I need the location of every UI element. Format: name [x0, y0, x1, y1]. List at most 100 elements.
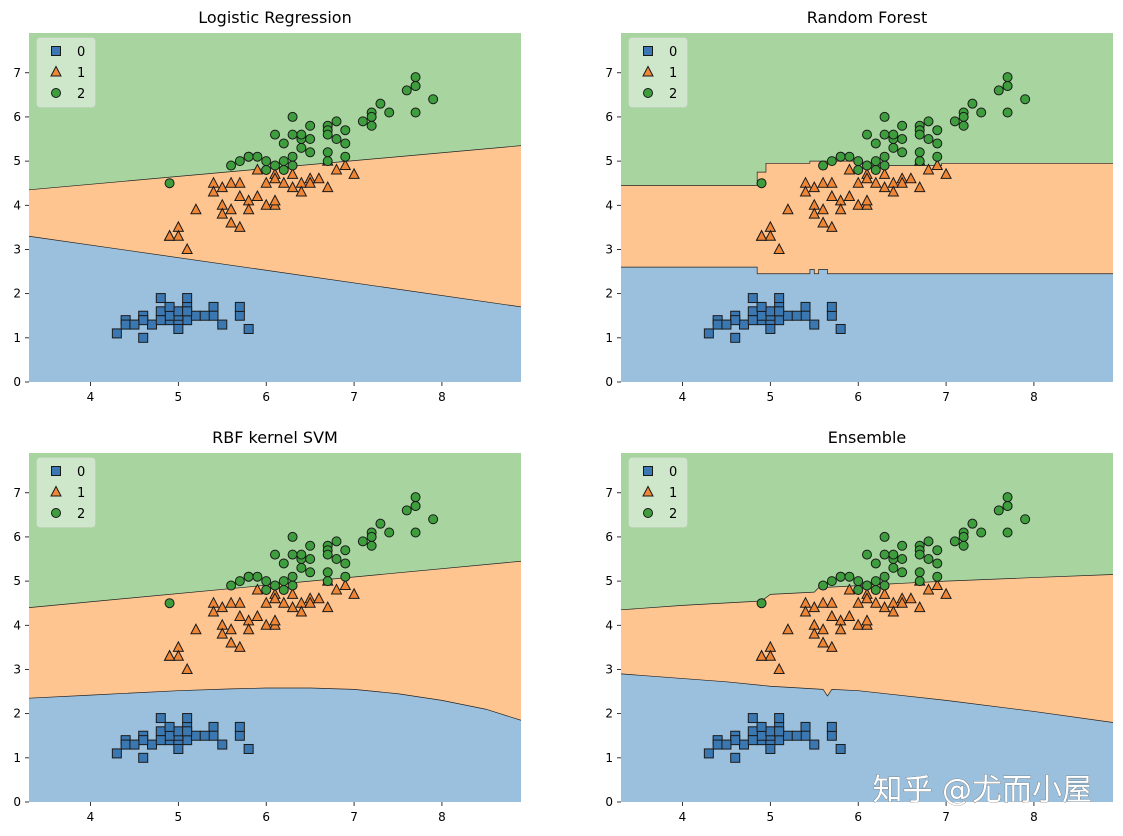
legend-box [36, 37, 96, 108]
point-class-1 [216, 601, 229, 613]
point-class-2 [410, 501, 421, 512]
point-class-2 [278, 584, 289, 595]
point-class-1 [878, 587, 891, 599]
point-class-2 [835, 151, 846, 162]
point-class-2 [897, 567, 908, 578]
point-class-2 [923, 116, 934, 127]
y-tick-label: 3 [605, 242, 613, 256]
point-class-1 [940, 587, 952, 599]
subplot-title: Ensemble [828, 428, 906, 447]
point-class-2 [914, 147, 925, 158]
point-class-0 [138, 735, 149, 746]
point-class-1 [896, 176, 908, 188]
point-class-0 [111, 328, 122, 339]
legend-label-1: 1 [669, 66, 677, 81]
y-tick-label: 0 [13, 795, 21, 809]
point-class-2 [234, 576, 245, 587]
point-class-2 [958, 111, 969, 122]
point-class-1 [225, 596, 237, 608]
x-tick-label: 6 [262, 390, 270, 404]
y-tick-label: 4 [605, 618, 613, 632]
legend-box [628, 37, 688, 108]
point-class-2 [879, 129, 890, 140]
point-class-2 [862, 549, 872, 560]
point-class-2 [967, 518, 978, 529]
point-class-2 [366, 120, 377, 131]
subplot-title: RBF kernel SVM [212, 428, 338, 447]
point-class-1 [190, 623, 202, 635]
point-class-2 [401, 85, 412, 96]
boundary-line-0-1 [29, 687, 521, 721]
x-tick-label: 5 [767, 390, 775, 404]
point-class-1 [172, 229, 185, 241]
y-tick-label: 0 [605, 795, 613, 809]
point-class-2 [322, 147, 333, 158]
point-class-2 [366, 540, 377, 551]
point-class-1 [905, 172, 917, 184]
legend-label-2: 2 [77, 87, 85, 102]
point-class-2 [305, 554, 316, 565]
x-tick-label: 7 [350, 810, 358, 824]
point-class-2 [366, 531, 377, 542]
point-class-1 [913, 181, 926, 193]
point-class-0 [747, 293, 758, 304]
point-class-1 [242, 623, 255, 635]
point-class-2 [164, 178, 175, 189]
point-class-2 [357, 536, 368, 547]
point-class-0 [199, 730, 210, 741]
x-tick-label: 5 [175, 810, 183, 824]
point-class-0 [747, 726, 758, 737]
legend-label-0: 0 [669, 45, 677, 60]
point-class-1 [861, 614, 873, 626]
point-class-0 [756, 301, 767, 312]
point-class-1 [295, 185, 308, 197]
point-class-1 [163, 229, 176, 241]
point-class-0 [721, 739, 732, 750]
point-class-0 [208, 310, 219, 321]
legend-marker-1 [642, 65, 654, 77]
point-class-2 [287, 549, 298, 560]
boundary-line-0-1 [621, 673, 1113, 723]
point-class-1 [861, 592, 873, 604]
point-class-2 [164, 598, 175, 609]
point-class-2 [862, 580, 872, 591]
point-class-1 [878, 181, 891, 193]
y-tick-label: 7 [13, 486, 21, 500]
point-class-0 [155, 315, 166, 326]
point-class-1 [269, 194, 281, 206]
point-class-0 [739, 739, 749, 750]
point-class-2 [331, 536, 342, 547]
point-class-0 [182, 306, 193, 317]
point-class-0 [234, 310, 245, 321]
point-class-2 [879, 531, 890, 542]
point-class-0 [765, 743, 776, 754]
y-tick-label: 5 [13, 154, 21, 168]
point-class-2 [932, 125, 943, 136]
point-class-1 [234, 189, 246, 201]
legend-label-2: 2 [669, 87, 677, 102]
point-class-1 [225, 216, 237, 228]
point-class-2 [914, 549, 925, 560]
point-class-2 [278, 558, 289, 569]
point-class-2 [967, 98, 978, 109]
point-class-2 [305, 120, 316, 131]
point-class-1 [826, 609, 838, 621]
point-class-0 [765, 323, 776, 334]
watermark: 知乎 @尤而小屋 [872, 773, 1092, 808]
y-tick-label: 7 [605, 66, 613, 80]
x-tick-label: 4 [87, 390, 95, 404]
point-class-0 [217, 319, 228, 330]
point-class-1 [216, 627, 229, 639]
point-class-0 [155, 735, 166, 746]
point-class-2 [1002, 527, 1013, 538]
point-class-2 [1002, 107, 1013, 118]
point-class-0 [173, 743, 184, 754]
point-class-0 [217, 739, 228, 750]
point-class-2 [1020, 514, 1031, 525]
point-class-2 [340, 138, 351, 149]
point-class-2 [923, 134, 934, 145]
y-tick-label: 4 [605, 198, 613, 212]
point-class-2 [296, 142, 307, 153]
plot-area [29, 453, 521, 802]
point-class-2 [322, 549, 333, 560]
